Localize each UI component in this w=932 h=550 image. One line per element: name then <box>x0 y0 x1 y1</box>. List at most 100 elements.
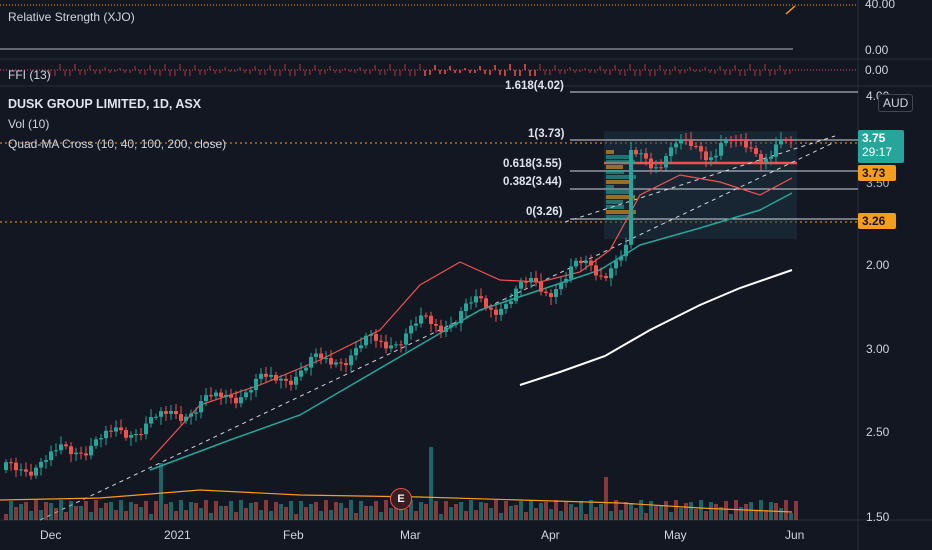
volume-bar <box>679 508 683 520</box>
volume-profile-bar <box>606 175 636 179</box>
volume-bar <box>304 507 308 520</box>
candle-body <box>644 153 648 159</box>
fib-level-1[interactable]: 1(3.73) <box>528 128 565 140</box>
volume-bar <box>724 501 728 520</box>
volume-bar <box>489 508 493 520</box>
currency-label[interactable]: AUD <box>878 94 914 112</box>
candle-body <box>679 140 683 144</box>
volume-bar <box>279 504 283 520</box>
volume-bar <box>109 502 113 520</box>
candle-body <box>349 355 353 366</box>
candle-body <box>564 278 568 283</box>
candle-body <box>459 311 463 324</box>
candle-body <box>409 325 413 334</box>
candle-body <box>394 344 398 346</box>
fib-level-0618[interactable]: 0.618(3.55) <box>503 158 562 170</box>
volume-profile-bar <box>606 185 614 189</box>
volume-bar <box>519 501 523 520</box>
candle-body <box>279 378 283 381</box>
volume-bar <box>359 501 363 520</box>
volume-profile-bar <box>606 180 631 184</box>
volume-bar <box>94 500 98 520</box>
volume-bar <box>49 503 53 520</box>
volume-bar <box>4 514 8 520</box>
candle-body <box>124 430 128 438</box>
candle-body <box>214 392 218 397</box>
fib-level-0382[interactable]: 0.382(3.44) <box>503 176 562 188</box>
volume-bar <box>114 510 118 520</box>
volume-bar <box>284 507 288 520</box>
candle-body <box>99 438 103 440</box>
volume-bar <box>659 505 663 520</box>
candle-body <box>779 140 783 145</box>
volume-bar <box>729 514 733 520</box>
earnings-marker-icon[interactable]: E <box>390 488 412 510</box>
candle-body <box>424 315 428 317</box>
volume-bar <box>424 504 428 520</box>
candle-body <box>439 325 443 332</box>
candle-body <box>759 154 763 163</box>
volume-bar <box>69 501 73 520</box>
volume-bar <box>414 511 418 520</box>
candle-body <box>359 345 363 349</box>
candle-body <box>734 140 738 141</box>
candle-body <box>94 439 98 446</box>
volume-bar <box>124 511 128 520</box>
candle-body <box>724 140 728 143</box>
ma-100 <box>149 192 793 471</box>
volume-bar <box>349 500 353 520</box>
fib-level-0[interactable]: 0(3.26) <box>526 206 563 218</box>
candle-body <box>454 323 458 325</box>
ffi-indicator-label[interactable]: FFI (13) <box>8 68 51 82</box>
candle-body <box>9 462 13 464</box>
candle-body <box>534 277 538 282</box>
candle-body <box>199 401 203 413</box>
candle-body <box>569 266 573 279</box>
volume-indicator-label[interactable]: Vol (10) <box>8 117 50 131</box>
candle-body <box>629 150 633 245</box>
candle-body <box>134 434 138 436</box>
price-tag-326: 3.26 <box>858 213 896 229</box>
candle-body <box>509 301 513 305</box>
candle-body <box>254 378 258 391</box>
volume-bar <box>504 501 508 520</box>
candle-body <box>639 153 643 155</box>
ma-cross-indicator-label[interactable]: Quad-MA Cross (10, 40, 100, 200, close) <box>8 137 227 151</box>
candle-body <box>754 148 758 155</box>
candle-body <box>309 356 313 368</box>
symbol-title[interactable]: DUSK GROUP LIMITED, 1D, ASX <box>8 97 202 111</box>
candle-body <box>69 446 73 455</box>
fib-level-1618[interactable]: 1.618(4.02) <box>505 80 564 92</box>
candle-body <box>674 143 678 148</box>
candle-body <box>164 411 168 414</box>
volume-bar <box>719 507 723 520</box>
volume-bar <box>664 501 668 520</box>
volume-bar <box>529 500 533 520</box>
candle-body <box>329 358 333 365</box>
volume-bar <box>29 511 33 520</box>
candle-body <box>709 157 713 161</box>
candle-body <box>174 411 178 415</box>
rs-line <box>785 5 796 15</box>
candle-body <box>39 461 43 468</box>
volume-bar <box>269 511 273 520</box>
candle-body <box>504 304 508 309</box>
candle-body <box>154 416 158 418</box>
volume-bar <box>634 508 638 520</box>
volume-bar <box>264 500 268 520</box>
candle-body <box>259 373 263 379</box>
rs-indicator-label[interactable]: Relative Strength (XJO) <box>8 10 135 24</box>
volume-bar <box>689 502 693 520</box>
candle-body <box>519 281 523 289</box>
candle-body <box>719 142 723 156</box>
price-axis-label: 2.50 <box>866 425 890 439</box>
candle-body <box>24 469 28 472</box>
candle-body <box>599 275 603 277</box>
volume-bar <box>584 514 588 520</box>
volume-bar <box>64 512 68 520</box>
candle-body <box>339 362 343 364</box>
volume-bar <box>589 500 593 520</box>
volume-bar <box>389 508 393 520</box>
current-price-tag: 3.75 29:17 <box>858 130 904 163</box>
